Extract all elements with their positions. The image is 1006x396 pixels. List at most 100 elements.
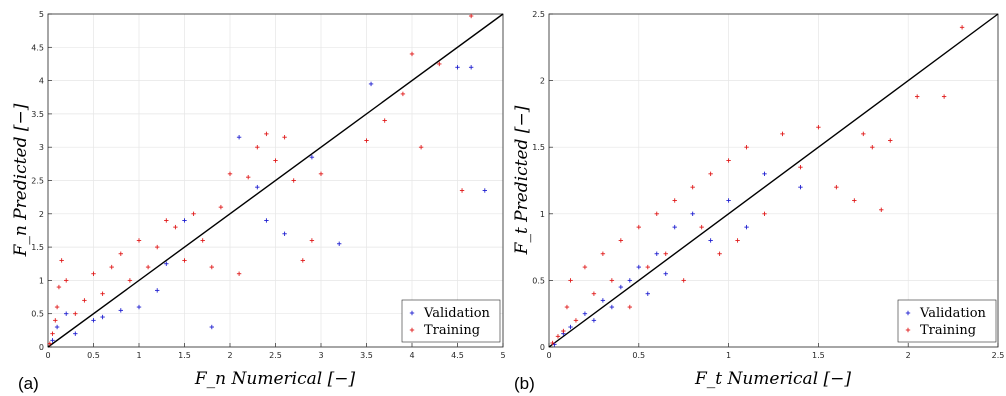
data-point-validation <box>708 238 713 243</box>
data-point-validation <box>744 224 749 230</box>
data-point-training <box>236 271 242 276</box>
data-point-training <box>681 278 686 283</box>
data-point-training <box>109 264 114 270</box>
data-point-training <box>173 224 178 230</box>
data-point-training <box>318 171 324 177</box>
data-point-validation <box>255 184 260 190</box>
data-point-validation <box>118 308 123 313</box>
data-point-validation <box>591 318 597 323</box>
data-point-training <box>409 51 415 57</box>
x-tick-label: 1 <box>136 351 141 360</box>
data-point-validation <box>609 304 615 310</box>
data-point-training <box>609 278 615 283</box>
data-point-validation <box>568 324 573 330</box>
data-point-training <box>708 171 713 177</box>
y-tick-label: 0 <box>39 343 44 352</box>
data-point-training <box>717 251 722 256</box>
data-point-training <box>654 211 659 216</box>
data-point-training <box>573 318 579 323</box>
data-point-training <box>382 118 387 123</box>
axes-box-a <box>47 13 504 348</box>
legend-item-training-b: Training <box>920 323 976 338</box>
legend-b: Validation Training <box>897 299 997 343</box>
y-tick-label: 2 <box>540 77 545 86</box>
y-tick-label: 1.5 <box>532 143 545 152</box>
data-point-training <box>300 258 305 263</box>
x-tick-labels-b: 0 0.5 1 1.5 2 2.5 <box>546 351 1004 360</box>
data-point-validation <box>762 171 767 177</box>
data-point-validation <box>645 291 650 296</box>
data-point-validation <box>798 184 803 190</box>
data-point-validation <box>600 298 606 303</box>
data-point-training <box>56 284 62 290</box>
data-point-validation <box>337 241 342 246</box>
legend-markers-a <box>409 310 415 333</box>
data-point-training <box>627 304 633 310</box>
data-point-training <box>73 311 78 316</box>
data-point-training <box>182 258 187 263</box>
x-tick-label: 0 <box>546 351 551 360</box>
data-point-validation <box>64 311 69 316</box>
y-tick-label: 3.5 <box>31 110 44 119</box>
legend-item-training-a: Training <box>424 323 480 338</box>
data-point-validation <box>236 135 242 140</box>
x-tick-label: 3.5 <box>360 351 373 360</box>
x-axis-label-a: F_n Numerical [−] <box>194 369 356 389</box>
x-tick-label: 4.5 <box>451 351 464 360</box>
legend-box-b <box>897 299 997 343</box>
data-point-training <box>100 291 105 296</box>
data-point-training <box>91 271 96 276</box>
x-tick-label: 0.5 <box>87 351 100 360</box>
x-tick-label: 3 <box>318 351 323 360</box>
data-point-training <box>255 145 260 150</box>
y-tick-label: 0.5 <box>532 276 545 285</box>
data-point-training <box>164 218 169 223</box>
data-point-validation <box>309 154 315 160</box>
y-tick-label: 1 <box>39 276 44 285</box>
data-point-training <box>744 145 749 150</box>
data-point-training <box>663 251 668 256</box>
data-point-training <box>246 174 251 180</box>
legend-marker-validation <box>905 310 911 316</box>
data-point-training <box>555 334 561 339</box>
y-tick-label: 3 <box>39 143 44 152</box>
data-point-training <box>780 131 785 137</box>
data-point-training <box>816 125 821 130</box>
data-point-training <box>914 94 920 99</box>
data-point-training <box>155 244 160 250</box>
y-tick-label: 2.5 <box>532 10 545 19</box>
y-tick-labels-b: 0 0.5 1 1.5 2 2.5 <box>532 10 545 352</box>
x-tick-label: 1 <box>726 351 731 360</box>
data-point-training <box>888 138 893 143</box>
data-point-validation <box>654 251 659 256</box>
data-point-validation <box>73 331 78 336</box>
data-point-training <box>418 145 424 150</box>
data-point-validation <box>209 324 214 330</box>
data-point-training <box>861 131 866 137</box>
data-point-training <box>53 318 58 323</box>
data-point-training <box>636 224 641 230</box>
data-point-training <box>59 258 64 263</box>
data-point-training <box>468 13 474 19</box>
x-tick-label: 1.5 <box>812 351 825 360</box>
data-point-training <box>136 238 142 243</box>
x-tick-label: 4 <box>409 351 414 360</box>
x-tick-label: 2.5 <box>992 351 1005 360</box>
data-point-training <box>54 304 60 310</box>
x-tick-label: 0.5 <box>632 351 645 360</box>
chart-panel-b: 0 0.5 1 1.5 2 2.5 0 0.5 1 1.5 2 2.5 F_t Numerical … <box>512 10 1004 393</box>
legend-marker-training <box>409 327 415 333</box>
data-point-training <box>227 171 233 177</box>
data-point-validation <box>482 188 487 193</box>
data-point-validation <box>726 198 731 203</box>
x-tick-label: 2 <box>906 351 911 360</box>
data-point-training <box>273 158 278 163</box>
data-point-validation <box>368 81 374 87</box>
data-point-training <box>437 61 442 67</box>
data-point-validation <box>282 231 287 236</box>
y-axis-label-b: F_t Predicted [−] <box>512 105 532 255</box>
data-point-training <box>191 211 196 216</box>
data-point-validation <box>264 218 269 223</box>
data-point-validation <box>468 65 474 70</box>
y-tick-label: 0 <box>540 343 545 352</box>
